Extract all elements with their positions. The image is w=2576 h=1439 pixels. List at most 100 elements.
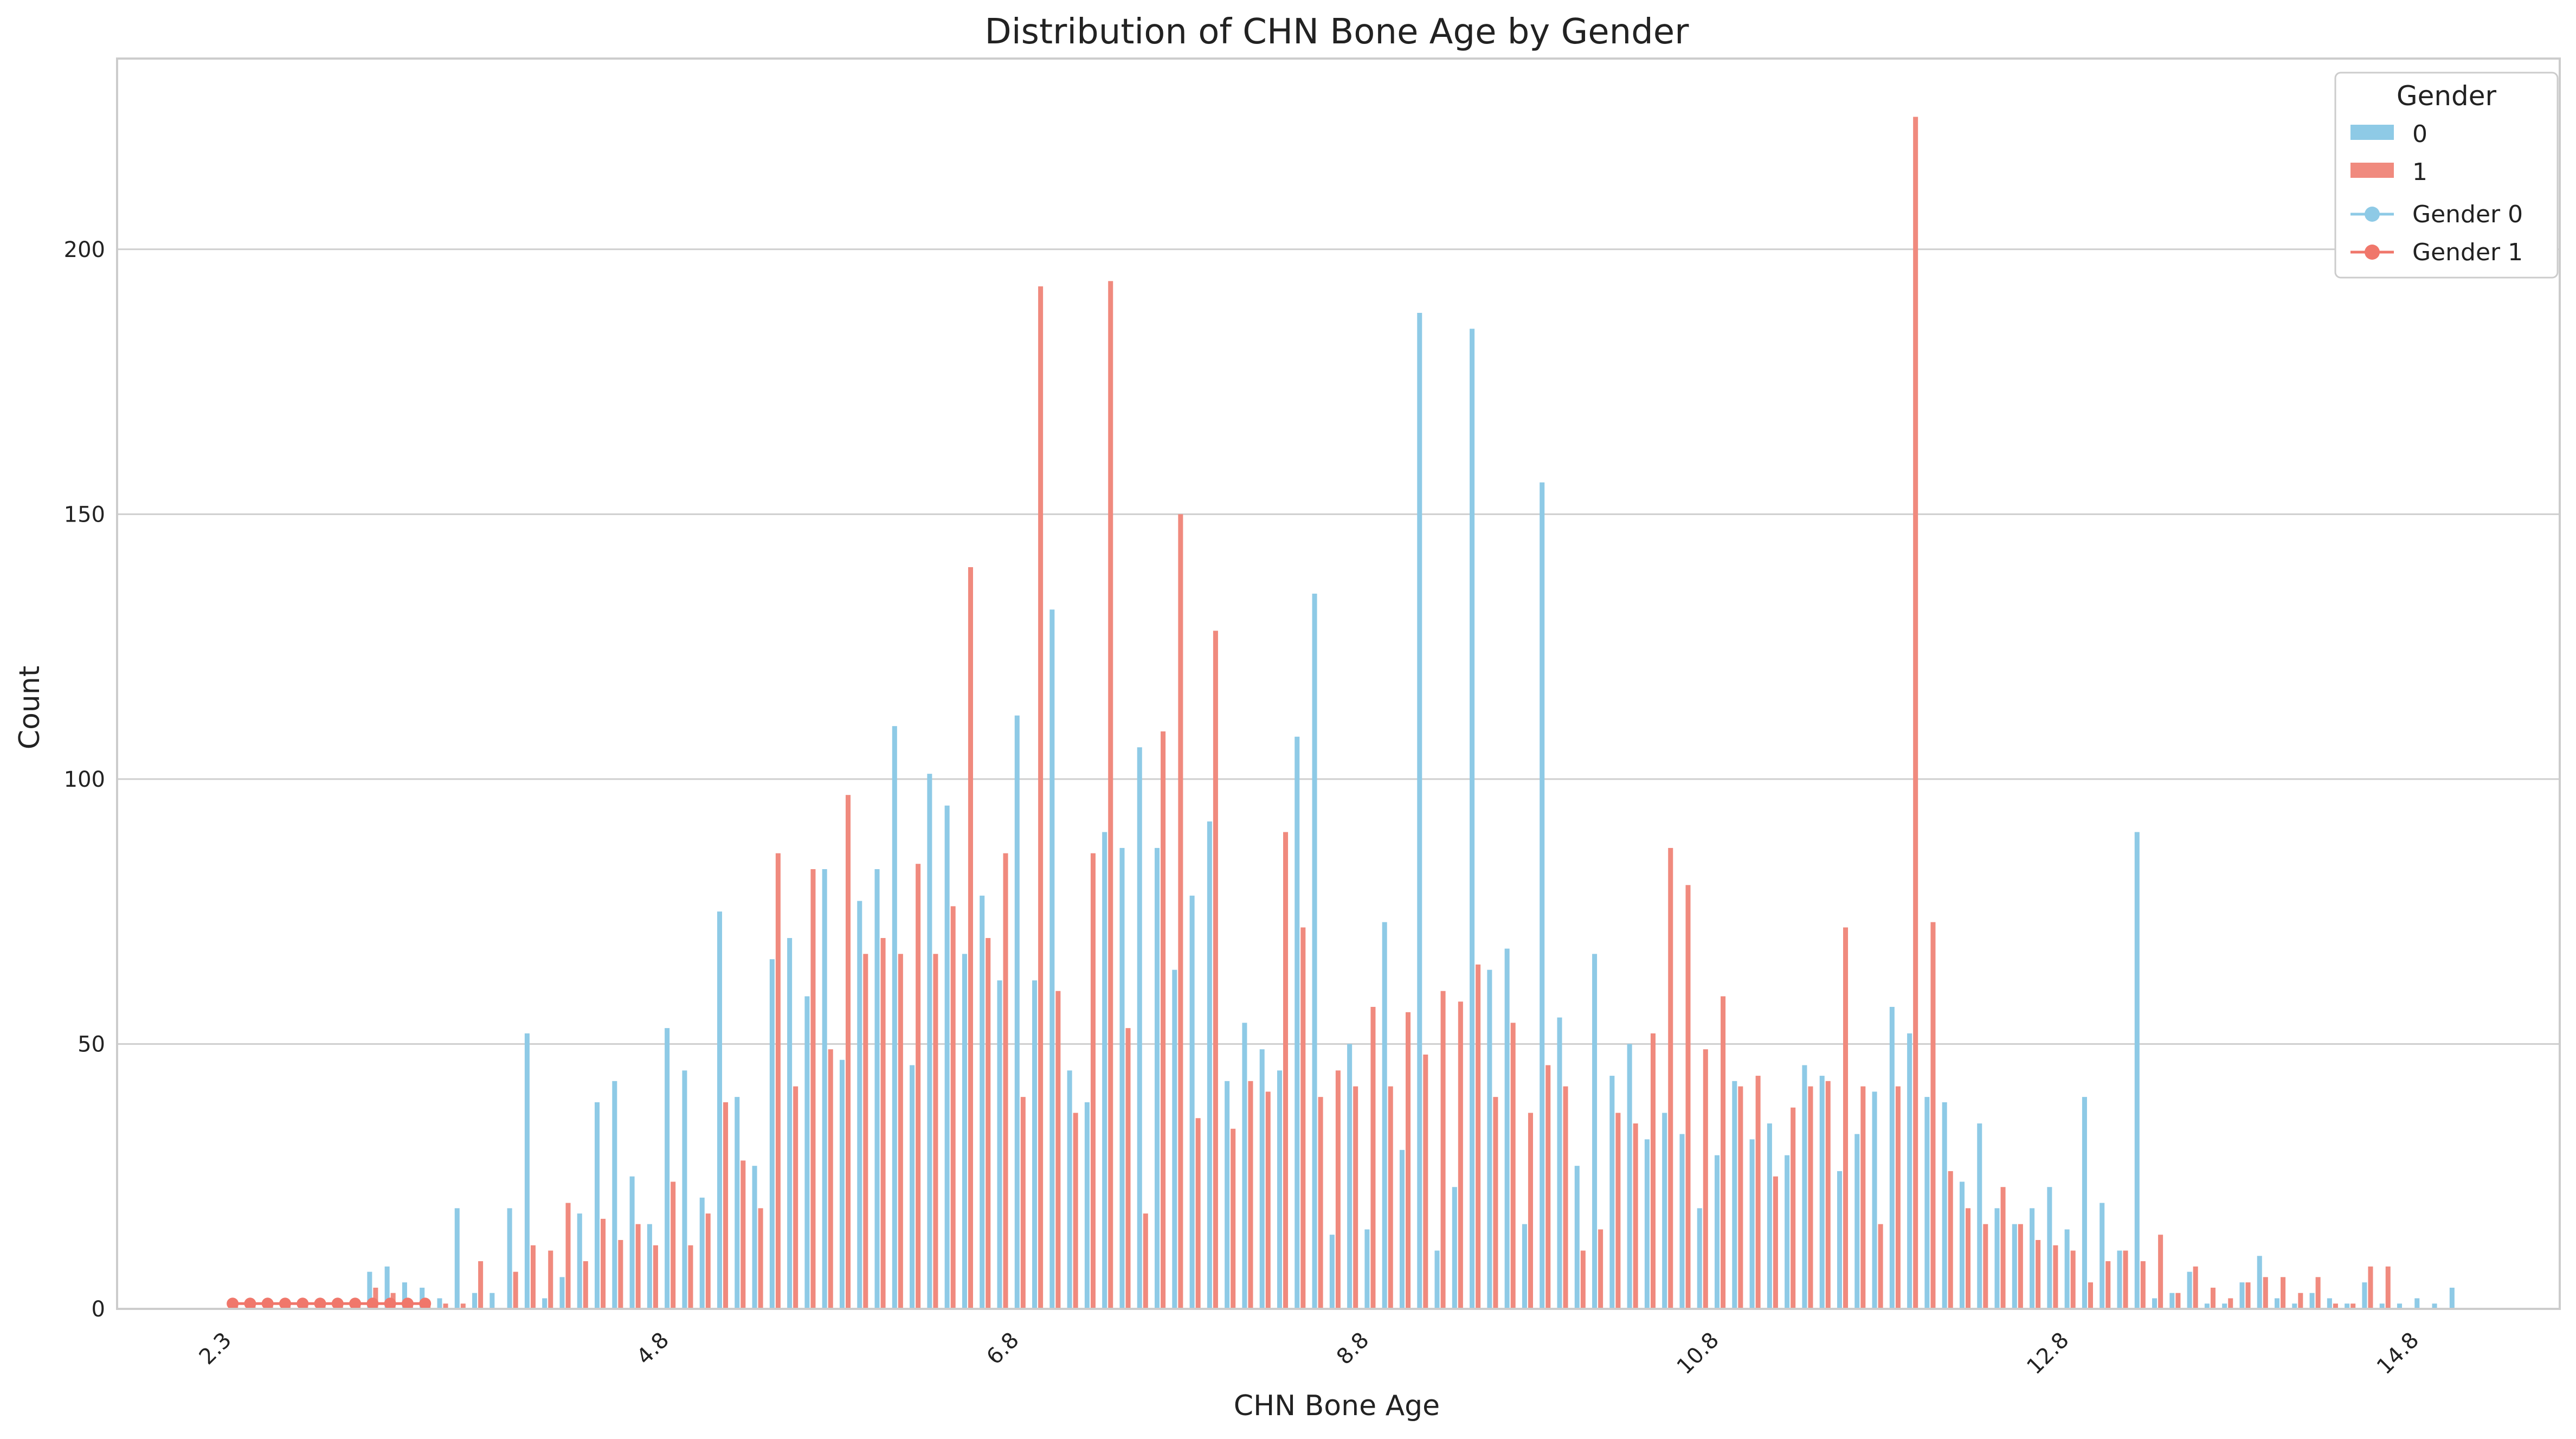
bar-gender-1 — [653, 1245, 658, 1309]
bar-gender-1 — [601, 1218, 606, 1309]
bar-gender-0 — [2257, 1256, 2262, 1309]
bar-gender-1 — [933, 954, 938, 1309]
bar-gender-1 — [1090, 853, 1096, 1309]
bar-gender-0 — [1592, 954, 1598, 1309]
bar-gender-1 — [2105, 1261, 2111, 1309]
bar-gender-0 — [699, 1197, 705, 1309]
bar-gender-1 — [1143, 1213, 1148, 1309]
bar-gender-1 — [1843, 927, 1849, 1309]
legend-label-gender-1: 1 — [2412, 158, 2427, 186]
bar-gender-0 — [1225, 1081, 1230, 1309]
bar-gender-0 — [1417, 313, 1422, 1309]
bar-gender-1 — [1668, 847, 1673, 1309]
bar-gender-0 — [1837, 1171, 1843, 1309]
bar-gender-0 — [892, 726, 897, 1309]
legend-label-gender-0: 0 — [2412, 120, 2427, 148]
bar-gender-1 — [758, 1208, 763, 1309]
bar-gender-1 — [1493, 1097, 1498, 1309]
legend-marker-gender-1 — [2365, 245, 2380, 260]
bar-gender-1 — [740, 1160, 746, 1309]
x-tick-label: 6.8 — [982, 1328, 1024, 1370]
y-tick-label: 200 — [64, 237, 105, 262]
bar-gender-0 — [1434, 1250, 1440, 1309]
bar-gender-0 — [2397, 1303, 2403, 1309]
x-tick-label: 4.8 — [632, 1328, 674, 1370]
bar-gender-0 — [2222, 1303, 2227, 1309]
line-point-gender-1 — [227, 1297, 239, 1310]
bar-gender-0 — [944, 805, 950, 1309]
bar-gender-0 — [1959, 1181, 1965, 1309]
legend: Gender 0 1 Gender 0 Gender 1 — [2334, 72, 2559, 279]
bar-gender-1 — [1003, 853, 1008, 1309]
bar-gender-1 — [2385, 1266, 2391, 1309]
y-tick-label: 50 — [78, 1032, 105, 1057]
bar-gender-1 — [1020, 1097, 1026, 1309]
bar-gender-1 — [1370, 1007, 1376, 1309]
series-gender-0-bars — [367, 313, 2455, 1309]
bar-gender-1 — [723, 1102, 729, 1309]
line-point-gender-1 — [261, 1297, 274, 1310]
bar-gender-0 — [1119, 847, 1125, 1309]
line-point-gender-1 — [314, 1297, 326, 1310]
bar-gender-1 — [1580, 1250, 1586, 1309]
bar-gender-1 — [478, 1261, 484, 1309]
bar-gender-0 — [997, 980, 1002, 1309]
chart-title: Distribution of CHN Bone Age by Gender — [985, 12, 1690, 52]
bar-gender-1 — [1353, 1086, 1358, 1309]
bar-gender-1 — [775, 853, 781, 1309]
line-point-gender-1 — [279, 1297, 291, 1310]
bar-gender-1 — [618, 1239, 623, 1309]
bar-gender-0 — [1312, 593, 1317, 1309]
bar-gender-0 — [437, 1298, 442, 1309]
x-axis-label: CHN Bone Age — [1234, 1390, 1440, 1422]
bar-gender-1 — [1755, 1076, 1761, 1309]
bar-gender-1 — [1860, 1086, 1866, 1309]
bar-gender-0 — [1785, 1155, 1790, 1309]
bar-gender-1 — [2088, 1282, 2093, 1309]
bar-gender-1 — [1405, 1012, 1411, 1309]
legend-marker-gender-0 — [2365, 207, 2380, 222]
bar-gender-1 — [2245, 1282, 2251, 1309]
bar-gender-1 — [1948, 1171, 1953, 1309]
line-point-gender-1 — [349, 1297, 362, 1310]
bar-gender-1 — [828, 1049, 833, 1309]
bar-gender-1 — [916, 864, 921, 1309]
bar-gender-0 — [1802, 1065, 1807, 1309]
bar-gender-0 — [839, 1059, 845, 1309]
bar-gender-0 — [980, 895, 985, 1309]
bar-gender-0 — [490, 1293, 495, 1309]
bar-gender-1 — [2158, 1235, 2163, 1309]
y-axis-label: Count — [14, 666, 46, 749]
x-tick-label: 10.8 — [1672, 1328, 1724, 1380]
bar-gender-0 — [2239, 1282, 2245, 1309]
gridlines — [117, 248, 2560, 1045]
bar-gender-0 — [1504, 948, 1510, 1309]
bar-gender-1 — [2368, 1266, 2373, 1309]
bar-gender-0 — [665, 1028, 670, 1309]
bar-gender-0 — [1889, 1007, 1895, 1309]
bar-gender-0 — [1872, 1091, 1877, 1309]
bar-gender-0 — [1364, 1229, 1370, 1309]
bar-gender-1 — [1528, 1113, 1533, 1309]
bar-gender-0 — [2327, 1298, 2332, 1309]
bar-gender-1 — [1983, 1224, 1988, 1309]
bar-gender-1 — [2315, 1277, 2321, 1309]
bar-gender-0 — [524, 1033, 530, 1309]
bar-gender-0 — [2449, 1287, 2455, 1309]
bar-gender-0 — [1259, 1049, 1265, 1309]
bar-gender-1 — [1738, 1086, 1743, 1309]
bar-gender-0 — [752, 1166, 757, 1309]
bar-gender-0 — [1749, 1139, 1755, 1309]
bar-gender-0 — [962, 954, 967, 1309]
bar-gender-1 — [1895, 1086, 1901, 1309]
legend-swatch-gender-1 — [2350, 163, 2394, 178]
bar-gender-1 — [1178, 514, 1183, 1309]
bar-gender-0 — [1399, 1149, 1405, 1309]
bar-gender-0 — [2309, 1293, 2315, 1309]
bar-gender-0 — [559, 1277, 565, 1309]
bar-gender-1 — [2175, 1293, 2181, 1309]
bar-gender-0 — [1067, 1070, 1072, 1309]
bar-gender-1 — [1108, 281, 1113, 1309]
bar-gender-0 — [2152, 1298, 2158, 1309]
